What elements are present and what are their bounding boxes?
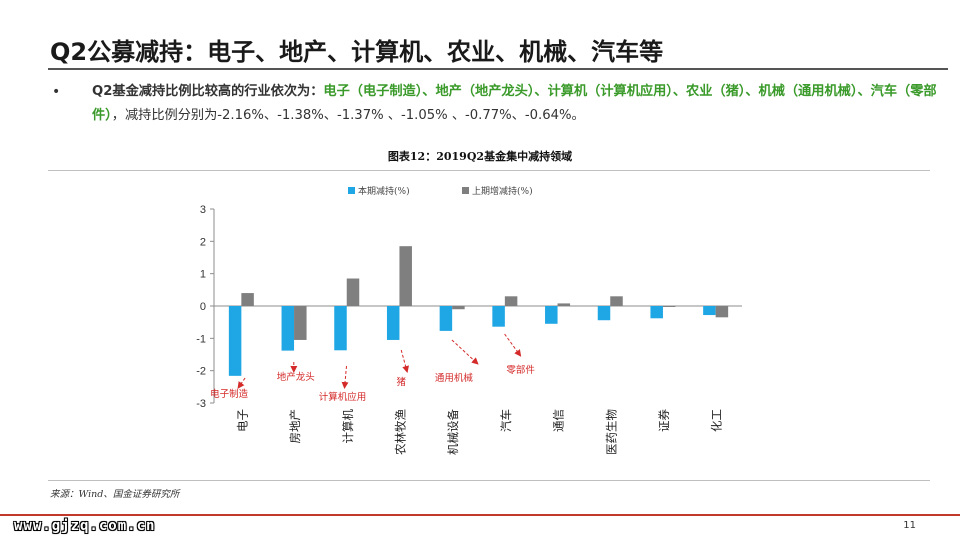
y-tick-label: 3 (200, 204, 206, 216)
bar-current (597, 306, 611, 321)
legend-label-previous: 上期增减持(%) (472, 185, 533, 197)
footer-rule (0, 514, 960, 516)
legend-swatch-current (348, 187, 355, 194)
bar-previous (241, 293, 254, 306)
category-label: 通信 (552, 409, 566, 432)
bar-previous (504, 296, 518, 306)
bar-previous (294, 306, 307, 340)
bar-previous (346, 278, 360, 306)
annotation-arrow (400, 349, 409, 373)
annotation-label: 零部件 (506, 364, 535, 376)
bar-previous (557, 303, 571, 306)
annotation-label: 猪 (396, 376, 406, 388)
category-labels: 电子 房地产 计算机 农林牧渔 机械设备 汽车 通信 医药生物 证券 化工 (235, 409, 723, 455)
annotation-arrow (237, 377, 246, 389)
category-label: 化工 (710, 409, 724, 432)
legend-swatch-previous (462, 187, 469, 194)
bar-current (650, 306, 663, 319)
figure-title: 图表12：2019Q2基金集中减持领域 (387, 150, 573, 163)
bar-current (334, 306, 347, 351)
bar-current (439, 306, 453, 331)
y-tick-label: 2 (200, 236, 206, 248)
annotation-arrow (504, 333, 522, 357)
bar-previous (399, 246, 412, 306)
category-label: 计算机 (341, 409, 355, 444)
category-label: 农林牧渔 (393, 409, 407, 455)
y-tick-label: -2 (196, 366, 206, 378)
summary-part: Q2基金减持比例比较高的行业依次为： (92, 84, 324, 99)
bar-current (545, 306, 558, 324)
website-logo: www.gjzq.com.cn (14, 518, 156, 534)
bar-current (492, 306, 505, 327)
y-tick-label: 0 (200, 301, 206, 313)
annotation-arrow (341, 365, 349, 389)
bar-current (281, 306, 295, 351)
source-note: 来源：Wind、国金证券研究所 (50, 489, 180, 500)
bar-current (703, 306, 716, 316)
bullet-dot: • (52, 84, 61, 100)
bar-current (386, 306, 400, 340)
y-tick-label: 1 (200, 269, 206, 281)
y-tick-label: -3 (196, 398, 206, 410)
y-tick-label: -1 (196, 333, 206, 345)
bar-previous (715, 306, 729, 318)
source-divider (48, 480, 930, 481)
category-label: 医药生物 (604, 409, 618, 455)
annotation-arrow (451, 339, 479, 365)
bar-current (228, 306, 242, 376)
category-label: 房地产 (288, 409, 302, 444)
annotation-label: 电子制造 (210, 388, 249, 400)
summary-part-values: ，减持比例分别为-2.16%、-1.38%、-1.37% 、-1.05% 、-0… (111, 108, 585, 123)
chart-legend: 本期减持(%) 上期增减持(%) (348, 185, 533, 197)
slide-title: Q2公募减持：电子、地产、计算机、农业、机械、汽车等 (50, 38, 664, 66)
chart-bars (228, 246, 729, 376)
category-label: 证券 (657, 409, 671, 432)
page-number: 11 (903, 520, 916, 531)
annotation-label: 地产龙头 (277, 371, 315, 383)
bar-chart: 本期减持(%) 上期增减持(%) 3 2 1 0 -1 -2 -3 电子 房地产 计算机 农林牧渔… (196, 185, 742, 455)
summary-part-highlight: 电子（电子制造）、地产（地产龙头）、计算机（计算机应用）、农业（猪）、机械（通用… (92, 84, 937, 123)
summary-paragraph: Q2基金减持比例比较高的行业依次为：电子（电子制造）、地产（地产龙头）、计算机（… (92, 80, 942, 128)
title-divider (48, 68, 948, 70)
annotation-label: 通用机械 (435, 372, 474, 384)
annotation-label: 计算机应用 (319, 391, 367, 403)
category-label: 机械设备 (446, 409, 460, 455)
category-label: 汽车 (499, 409, 513, 432)
bar-previous (610, 296, 623, 306)
legend-label-current: 本期减持(%) (358, 185, 410, 197)
bar-previous (452, 306, 465, 310)
figure-top-divider (48, 170, 930, 171)
category-label: 电子 (235, 409, 249, 432)
bar-previous (662, 306, 676, 307)
